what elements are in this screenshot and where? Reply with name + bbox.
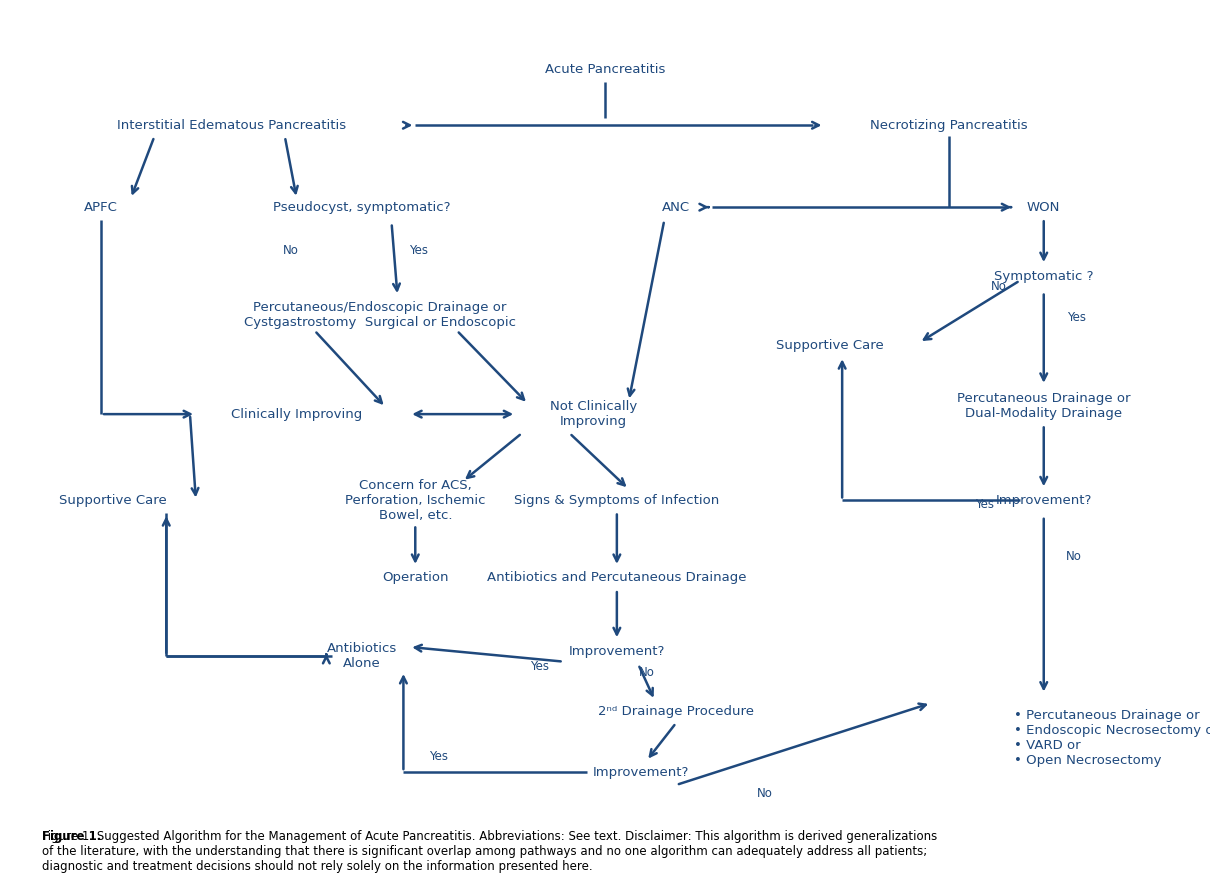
Text: Antibiotics and Percutaneous Drainage: Antibiotics and Percutaneous Drainage bbox=[488, 571, 747, 584]
Text: Antibiotics
Alone: Antibiotics Alone bbox=[327, 642, 397, 670]
Text: Acute Pancreatitis: Acute Pancreatitis bbox=[544, 62, 666, 76]
Text: WON: WON bbox=[1027, 201, 1060, 214]
Text: Interstitial Edematous Pancreatitis: Interstitial Edematous Pancreatitis bbox=[117, 119, 346, 132]
Text: Improvement?: Improvement? bbox=[996, 494, 1091, 507]
Text: Yes: Yes bbox=[1067, 311, 1087, 324]
Text: No: No bbox=[991, 280, 1007, 293]
Text: Improvement?: Improvement? bbox=[569, 645, 666, 657]
Text: Percutaneous Drainage or
Dual-Modality Drainage: Percutaneous Drainage or Dual-Modality D… bbox=[957, 392, 1130, 420]
Text: Operation: Operation bbox=[382, 571, 449, 584]
Text: No: No bbox=[1066, 550, 1082, 563]
Text: Not Clinically
Improving: Not Clinically Improving bbox=[549, 400, 636, 429]
Text: Necrotizing Pancreatitis: Necrotizing Pancreatitis bbox=[870, 119, 1027, 132]
Text: Yes: Yes bbox=[530, 660, 549, 673]
Text: Percutaneous/Endoscopic Drainage or
Cystgastrostomy  Surgical or Endoscopic: Percutaneous/Endoscopic Drainage or Cyst… bbox=[243, 301, 515, 329]
Text: Yes: Yes bbox=[975, 498, 993, 511]
Text: 2ⁿᵈ Drainage Procedure: 2ⁿᵈ Drainage Procedure bbox=[598, 705, 754, 718]
Text: Improvement?: Improvement? bbox=[593, 766, 688, 779]
Text: Symptomatic ?: Symptomatic ? bbox=[993, 269, 1094, 282]
Text: APFC: APFC bbox=[85, 201, 117, 214]
Text: • Percutaneous Drainage or
• Endoscopic Necrosectomy or
• VARD or
• Open Necrose: • Percutaneous Drainage or • Endoscopic … bbox=[1014, 708, 1210, 766]
Text: Supportive Care: Supportive Care bbox=[777, 339, 885, 352]
Text: Yes: Yes bbox=[430, 750, 449, 763]
Text: No: No bbox=[757, 787, 773, 800]
Text: Signs & Symptoms of Infection: Signs & Symptoms of Infection bbox=[514, 494, 720, 507]
Text: Yes: Yes bbox=[409, 244, 428, 257]
Text: No: No bbox=[639, 666, 655, 679]
Text: Figure 1.: Figure 1. bbox=[41, 830, 102, 843]
Text: Concern for ACS,
Perforation, Ischemic
Bowel, etc.: Concern for ACS, Perforation, Ischemic B… bbox=[345, 479, 485, 522]
Text: No: No bbox=[283, 244, 299, 257]
Text: Figure 1. Suggested Algorithm for the Management of Acute Pancreatitis. Abbrevia: Figure 1. Suggested Algorithm for the Ma… bbox=[41, 830, 937, 873]
Text: ANC: ANC bbox=[662, 201, 690, 214]
Text: Supportive Care: Supportive Care bbox=[59, 494, 167, 507]
Text: Pseudocyst, symptomatic?: Pseudocyst, symptomatic? bbox=[273, 201, 450, 214]
Text: Clinically Improving: Clinically Improving bbox=[231, 407, 362, 421]
